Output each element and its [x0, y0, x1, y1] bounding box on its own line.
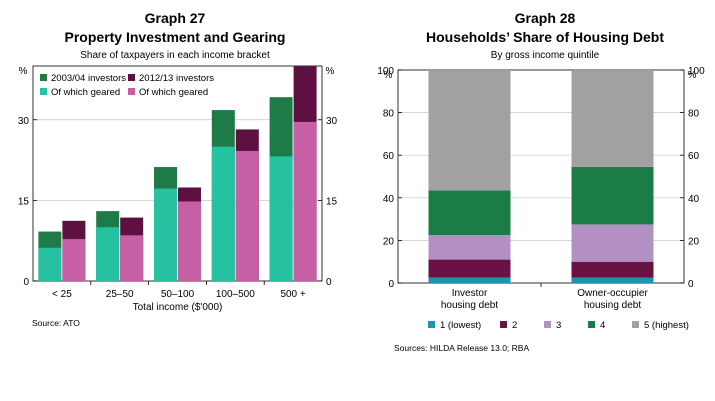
graph27-x-axis-label: Total income ($'000) — [133, 302, 223, 313]
graph27-bar-2012-geared — [235, 150, 259, 281]
graph28-y-tick-label-right: 80 — [688, 109, 700, 120]
graph27-y-tick-label-left: 0 — [23, 277, 29, 288]
graph27-legend-swatch — [128, 74, 135, 81]
graph28-y-tick-label-right: 60 — [688, 151, 700, 162]
graph28-legend-label: 4 — [600, 320, 605, 331]
graph27-bar-2003-geared — [269, 156, 293, 281]
graph28-y-tick-label-left: 20 — [383, 236, 395, 247]
graph28-y-tick-label-left: 100 — [377, 66, 394, 77]
graph27-legend-swatch — [128, 88, 135, 95]
graph28-legend-swatch — [428, 321, 435, 328]
graph27-title: Property Investment and Gearing — [64, 29, 286, 45]
graph27-legend-label: Of which geared — [139, 87, 208, 98]
graph27-legend-swatch — [40, 74, 47, 81]
graph27-y-tick-label-left: 15 — [18, 196, 30, 207]
graph27-x-tick-label: 100–500 — [216, 289, 255, 300]
graph27-y-tick-label-right: 15 — [326, 196, 338, 207]
graph27-legend-label: Of which geared — [51, 87, 120, 98]
graph27-bar-2003-geared — [38, 247, 62, 281]
graph28-legend-label: 3 — [556, 320, 561, 331]
graph28-y-tick-label-left: 60 — [383, 151, 395, 162]
graph27-bar-2012-geared — [62, 239, 86, 281]
graph27-bar-2003-geared — [96, 227, 120, 281]
graph28-legend-label: 1 (lowest) — [440, 320, 481, 331]
graph28-bar-segment-q2 — [428, 259, 511, 278]
graph28-source: Sources: HILDA Release 13.0; RBA — [394, 343, 530, 353]
graph28-x-tick-label: Owner-occupier — [577, 288, 648, 299]
graph28-legend-label: 5 (highest) — [644, 320, 689, 331]
graph28-legend-swatch — [588, 321, 595, 328]
graph28-legend-label: 2 — [512, 320, 517, 331]
graph27-x-tick-label: 500 + — [280, 289, 305, 300]
graph28-title: Households’ Share of Housing Debt — [425, 29, 665, 45]
graph28-bar-segment-q2 — [571, 261, 654, 278]
graph28-subtitle: By gross income quintile — [490, 50, 600, 61]
graph28-y-tick-label-left: 0 — [388, 279, 394, 290]
graph28-bar-segment-q4 — [571, 166, 654, 225]
graph28-bar-segment-q4 — [428, 190, 511, 236]
graph28-y-tick-label-right: 40 — [688, 194, 700, 205]
graph27-number: Graph 27 — [144, 10, 206, 26]
graph27-unit-left: % — [19, 66, 28, 77]
graph28-bar-segment-q3 — [428, 235, 511, 260]
graph28-x-tick-label: Investor — [452, 288, 488, 299]
graph27-plot-frame — [32, 65, 323, 282]
graph27-y-tick-label-right: 0 — [326, 277, 332, 288]
graph28-legend-swatch — [500, 321, 507, 328]
graph27-bar-2012-geared — [120, 235, 144, 281]
graph28-bar-segment-q3 — [571, 224, 654, 262]
graph28-y-tick-label-right: 100 — [688, 66, 705, 77]
graph28-number: Graph 28 — [514, 10, 576, 26]
graph27-bar-2003-geared — [154, 188, 177, 281]
graph28-y-tick-label-right: 20 — [688, 236, 700, 247]
graph27-bar-2003-geared — [211, 146, 235, 281]
graph27-y-tick-label-right: 30 — [326, 116, 338, 127]
graph28-legend-swatch — [632, 321, 639, 328]
graph28-bar-segment-q5 — [428, 70, 511, 191]
graph27-x-tick-label: 50–100 — [161, 289, 195, 300]
graph27-legend-swatch — [40, 88, 47, 95]
graph28-unit-right: % — [688, 70, 697, 81]
graph28-bar-segment-q1 — [428, 277, 511, 283]
graph27-legend-label: 2003/04 investors — [51, 73, 126, 84]
graph27-bar-2012-geared — [293, 121, 317, 282]
graph27-subtitle: Share of taxpayers in each income bracke… — [80, 50, 270, 61]
graph28-x-tick-label: housing debt — [441, 300, 498, 311]
graph28-y-tick-label-right: 0 — [688, 279, 694, 290]
graph28-legend-swatch — [544, 321, 551, 328]
graph27-unit-right: % — [326, 66, 335, 77]
graph27-x-tick-label: < 25 — [52, 289, 72, 300]
graph28-x-tick-label: housing debt — [584, 300, 641, 311]
graph28-bar-segment-q1 — [571, 277, 654, 283]
graph27-x-tick-label: 25–50 — [106, 289, 134, 300]
graph27-y-tick-label-left: 30 — [18, 116, 30, 127]
graph27-legend-label: 2012/13 investors — [139, 73, 214, 84]
graph28-unit-left: % — [384, 70, 393, 81]
graph27-bar-2012-geared — [178, 201, 201, 281]
graph27-source: Source: ATO — [32, 318, 80, 328]
graph28-y-tick-label-left: 40 — [383, 194, 395, 205]
graph28-bar-segment-q5 — [571, 70, 654, 167]
graph28-y-tick-label-left: 80 — [383, 109, 395, 120]
